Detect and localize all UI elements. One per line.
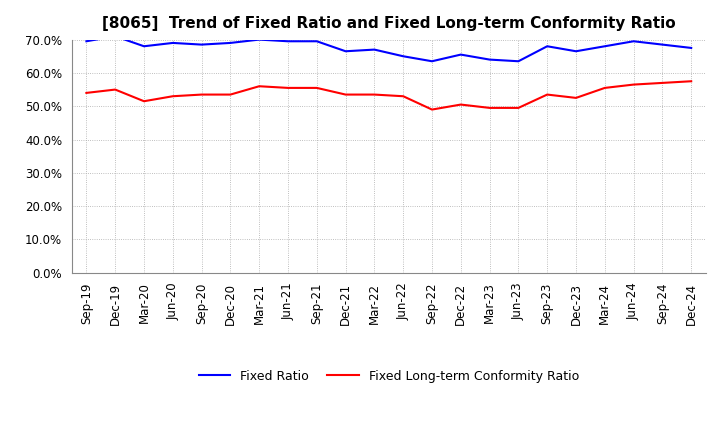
Fixed Ratio (370, 47, 379, 52)
Fixed Ratio (168, 40, 177, 46)
Fixed Ratio (572, 48, 580, 54)
Fixed Long-term Conformity Ratio (226, 92, 235, 97)
Fixed Long-term Conformity Ratio (197, 92, 206, 97)
Fixed Long-term Conformity Ratio (284, 85, 292, 91)
Fixed Ratio (312, 39, 321, 44)
Fixed Long-term Conformity Ratio (428, 107, 436, 112)
Fixed Ratio (341, 48, 350, 54)
Fixed Ratio (284, 39, 292, 44)
Fixed Ratio (226, 40, 235, 46)
Title: [8065]  Trend of Fixed Ratio and Fixed Long-term Conformity Ratio: [8065] Trend of Fixed Ratio and Fixed Lo… (102, 16, 675, 32)
Fixed Ratio (485, 57, 494, 62)
Fixed Long-term Conformity Ratio (168, 94, 177, 99)
Fixed Ratio (428, 59, 436, 64)
Fixed Ratio (140, 44, 148, 49)
Fixed Ratio (82, 39, 91, 44)
Fixed Long-term Conformity Ratio (255, 84, 264, 89)
Fixed Long-term Conformity Ratio (456, 102, 465, 107)
Fixed Ratio (543, 44, 552, 49)
Fixed Long-term Conformity Ratio (399, 94, 408, 99)
Fixed Long-term Conformity Ratio (370, 92, 379, 97)
Fixed Ratio (197, 42, 206, 47)
Fixed Long-term Conformity Ratio (543, 92, 552, 97)
Fixed Long-term Conformity Ratio (600, 85, 609, 91)
Fixed Long-term Conformity Ratio (572, 95, 580, 101)
Legend: Fixed Ratio, Fixed Long-term Conformity Ratio: Fixed Ratio, Fixed Long-term Conformity … (194, 365, 584, 388)
Fixed Ratio (629, 39, 638, 44)
Fixed Ratio (111, 33, 120, 39)
Fixed Ratio (456, 52, 465, 57)
Fixed Ratio (514, 59, 523, 64)
Fixed Ratio (255, 37, 264, 42)
Fixed Long-term Conformity Ratio (140, 99, 148, 104)
Fixed Ratio (658, 42, 667, 47)
Line: Fixed Long-term Conformity Ratio: Fixed Long-term Conformity Ratio (86, 81, 691, 110)
Fixed Long-term Conformity Ratio (485, 105, 494, 110)
Fixed Ratio (399, 54, 408, 59)
Fixed Long-term Conformity Ratio (687, 79, 696, 84)
Fixed Ratio (600, 44, 609, 49)
Line: Fixed Ratio: Fixed Ratio (86, 36, 691, 61)
Fixed Long-term Conformity Ratio (82, 90, 91, 95)
Fixed Long-term Conformity Ratio (629, 82, 638, 87)
Fixed Long-term Conformity Ratio (658, 80, 667, 85)
Fixed Long-term Conformity Ratio (341, 92, 350, 97)
Fixed Long-term Conformity Ratio (312, 85, 321, 91)
Fixed Long-term Conformity Ratio (111, 87, 120, 92)
Fixed Long-term Conformity Ratio (514, 105, 523, 110)
Fixed Ratio (687, 45, 696, 51)
